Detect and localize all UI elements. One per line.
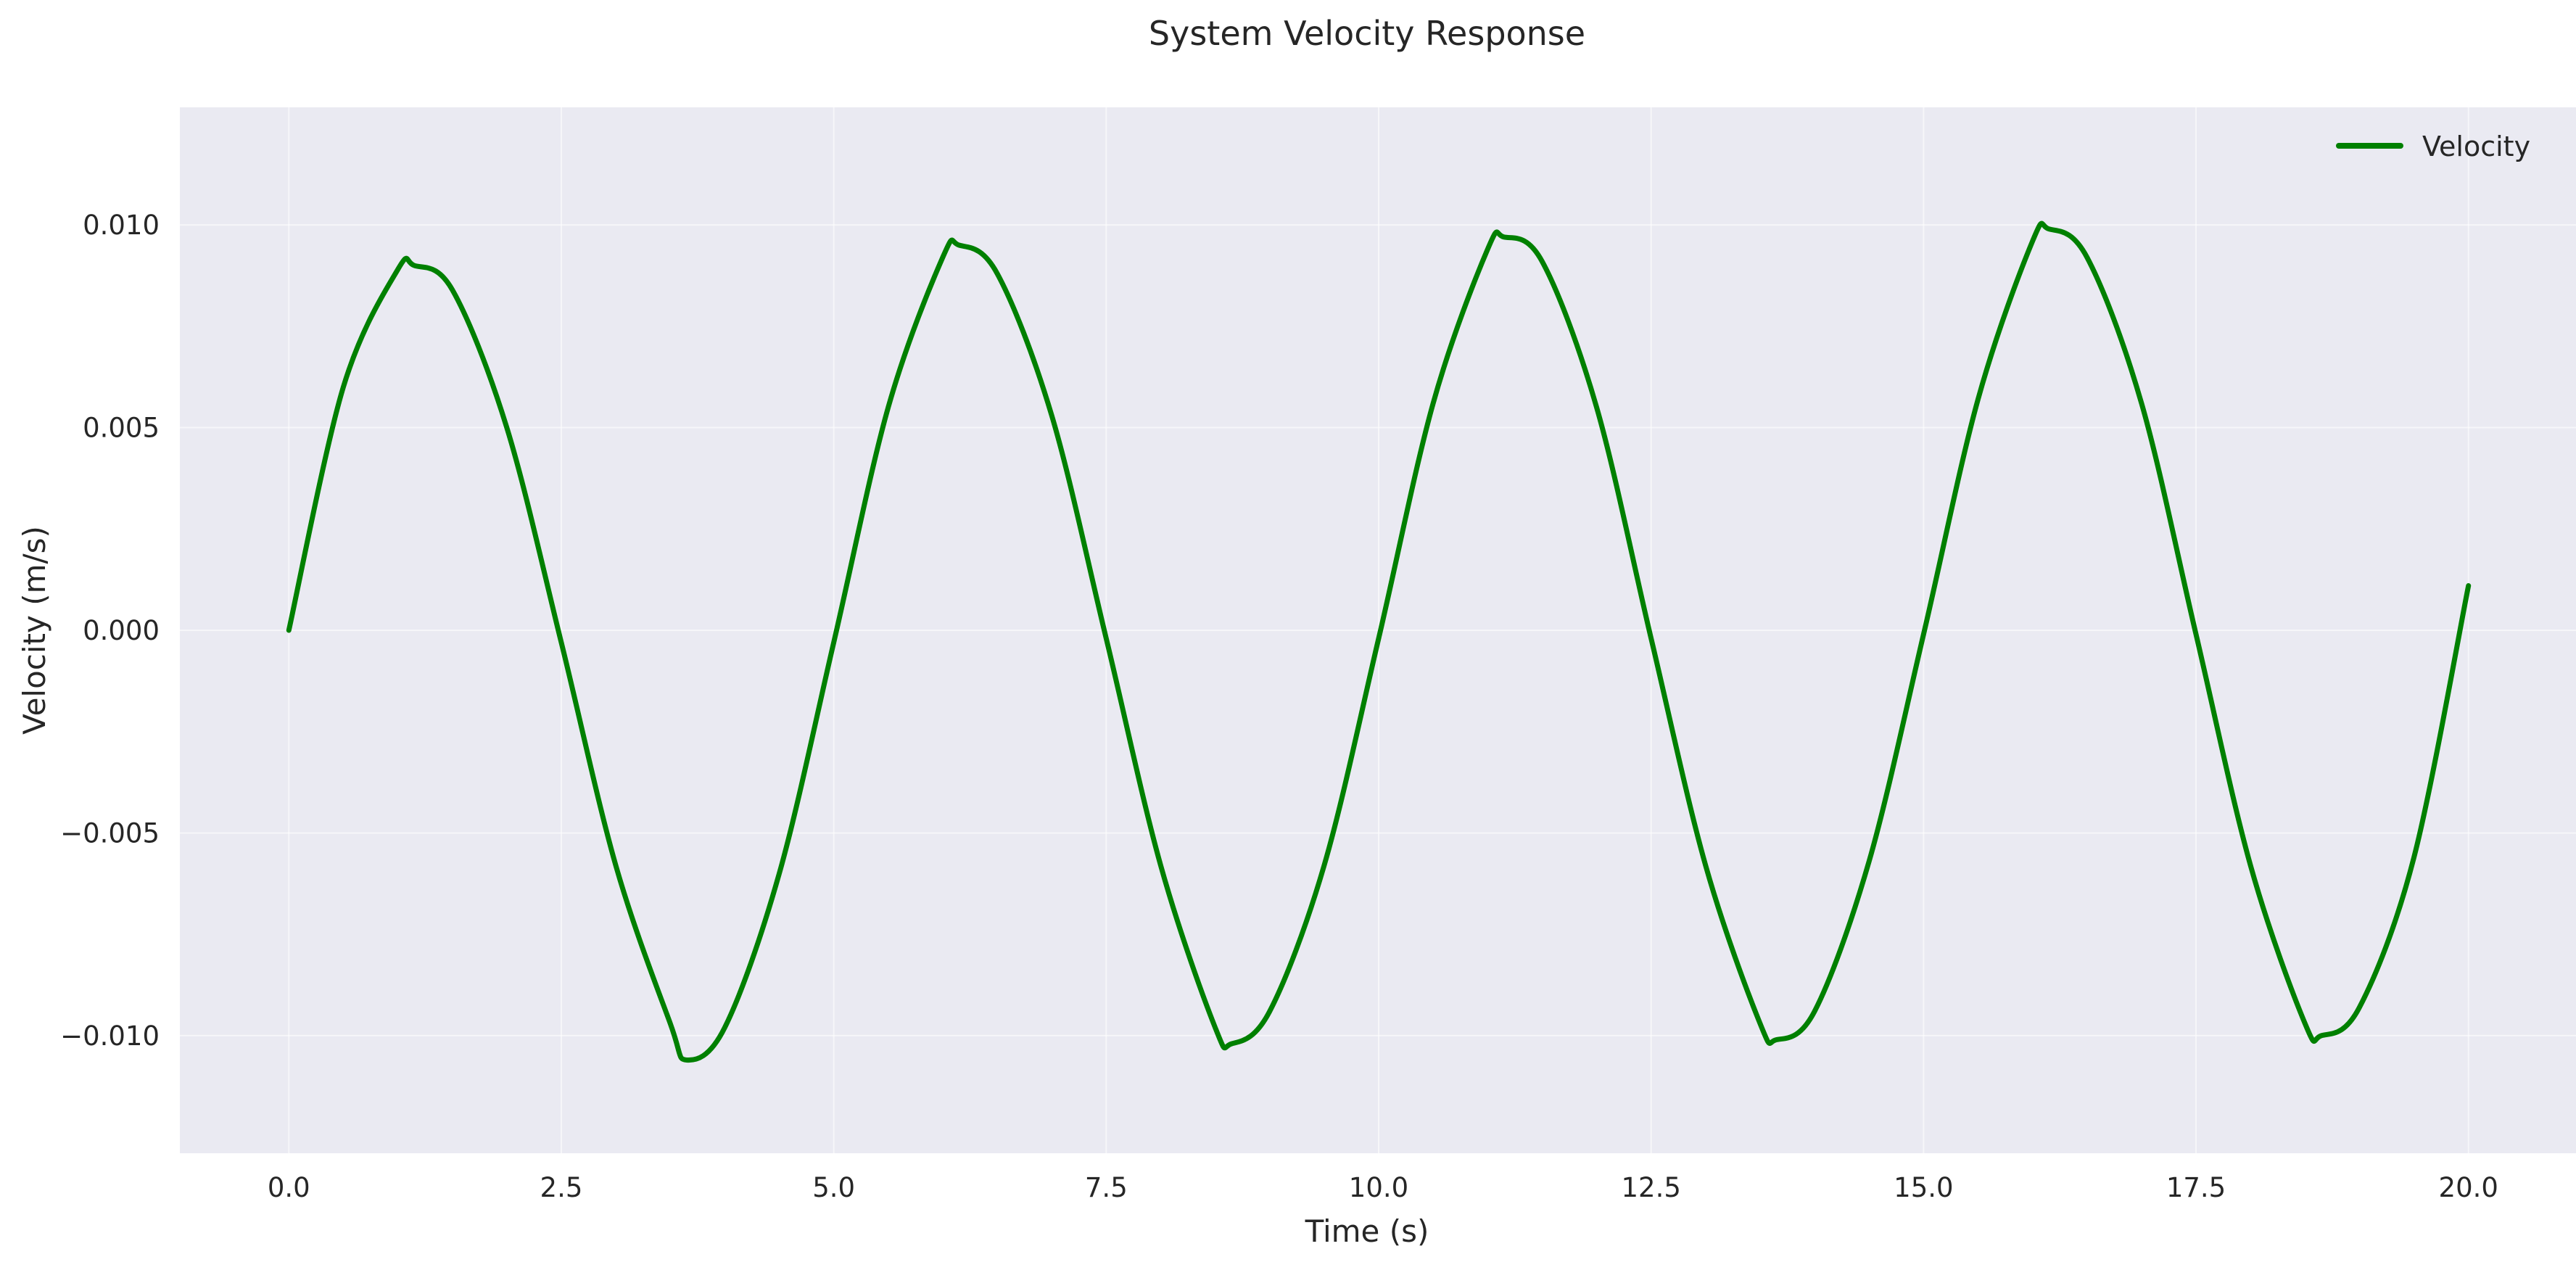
y-tick-label-3: 0.005 — [83, 413, 160, 444]
y-tick-label-0: −0.010 — [60, 1020, 160, 1052]
chart-title: System Velocity Response — [1149, 14, 1585, 53]
y-tick-label-2: 0.000 — [83, 615, 160, 646]
x-axis-label: Time (s) — [1305, 1213, 1429, 1249]
x-axis-ticks: 0.0 2.5 5.0 7.5 10.0 12.5 15.0 17.5 20.0 — [268, 1172, 2498, 1203]
y-axis-label: Velocity (m/s) — [17, 526, 52, 735]
x-tick-label-8: 20.0 — [2439, 1172, 2498, 1203]
x-tick-label-4: 10.0 — [1349, 1172, 1408, 1203]
legend: Velocity — [2336, 131, 2530, 162]
x-tick-label-7: 17.5 — [2166, 1172, 2226, 1203]
y-axis-ticks: −0.010 −0.005 0.000 0.005 0.010 — [60, 210, 160, 1052]
x-tick-label-2: 5.0 — [812, 1172, 855, 1203]
x-tick-label-6: 15.0 — [1894, 1172, 1953, 1203]
grid-lines — [180, 107, 2576, 1153]
x-tick-label-0: 0.0 — [268, 1172, 310, 1203]
legend-label-velocity: Velocity — [2422, 131, 2530, 162]
series-layer — [286, 220, 2472, 1063]
x-tick-label-5: 12.5 — [1621, 1172, 1680, 1203]
x-tick-label-3: 7.5 — [1085, 1172, 1128, 1203]
y-tick-label-1: −0.005 — [60, 817, 160, 849]
x-tick-label-1: 2.5 — [540, 1172, 583, 1203]
series-line-velocity — [286, 220, 2472, 1063]
y-tick-label-4: 0.010 — [83, 210, 160, 241]
